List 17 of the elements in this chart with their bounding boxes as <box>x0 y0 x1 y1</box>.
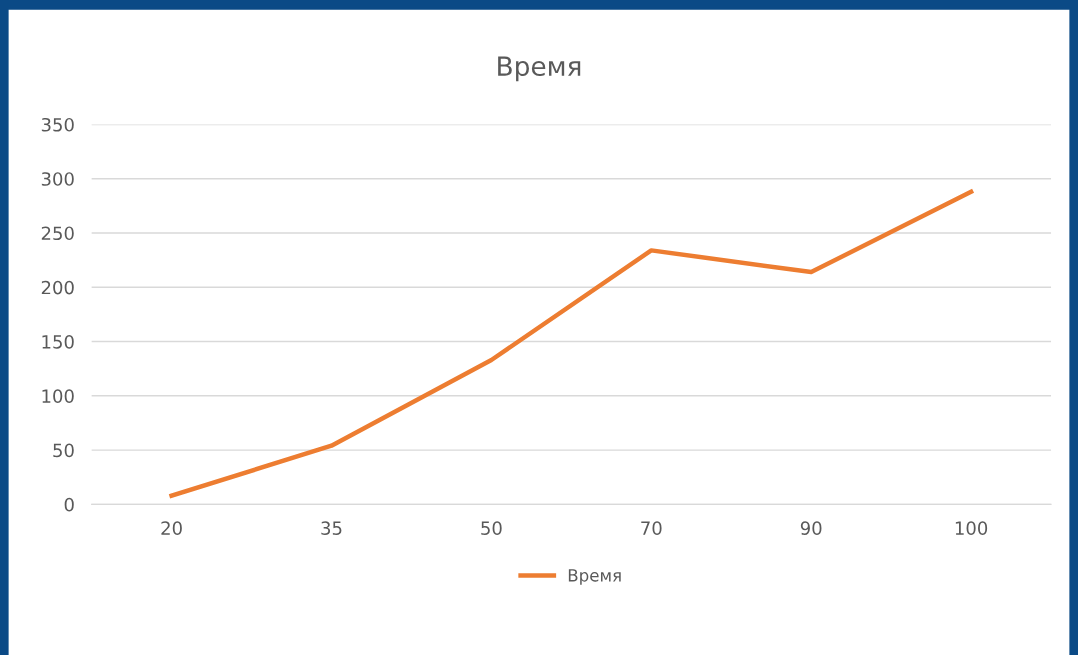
x-tick-label: 100 <box>955 521 988 535</box>
x-tick-label: 70 <box>641 521 662 535</box>
y-tick-label: 100 <box>42 389 74 403</box>
y-tick-label: 0 <box>64 497 74 512</box>
y-tick-label: 250 <box>41 226 74 241</box>
x-tick-label: 35 <box>321 521 342 535</box>
legend-label: Время <box>568 569 621 585</box>
x-tick-label: 90 <box>800 521 822 535</box>
chart-title: Время <box>498 56 581 82</box>
y-tick-label: 50 <box>53 443 74 458</box>
x-tick-label: 50 <box>481 521 502 535</box>
y-tick-label: 150 <box>42 334 74 349</box>
x-tick-label: 20 <box>161 521 182 535</box>
y-tick-label: 350 <box>41 117 74 132</box>
line-series <box>169 189 974 498</box>
y-tick-label: 200 <box>41 280 74 295</box>
y-tick-label: 300 <box>41 172 74 186</box>
